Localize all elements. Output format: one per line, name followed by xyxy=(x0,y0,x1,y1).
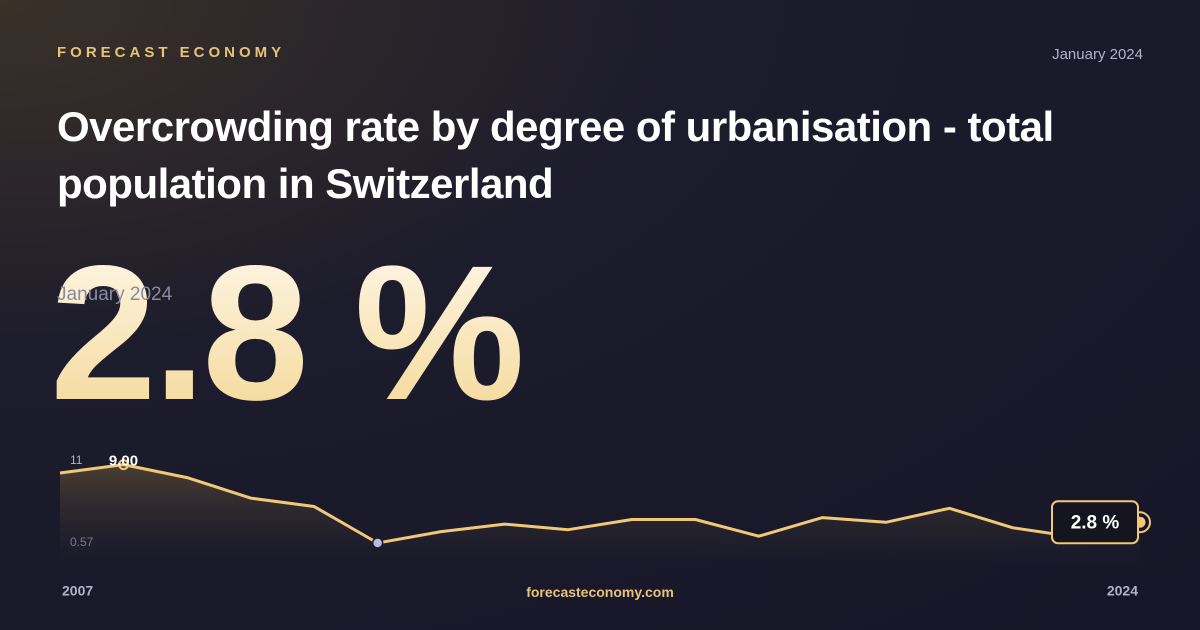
value-label-box xyxy=(1051,500,1139,545)
line xyxy=(59,463,1141,545)
chart-title: Overcrowding rate by degree of urbanisat… xyxy=(57,103,1054,207)
value-label: 2.8 % xyxy=(1071,512,1120,533)
min-point xyxy=(371,537,384,549)
headline-value: 2.8 % xyxy=(50,222,525,443)
date-overlay: January 2024 xyxy=(57,284,173,305)
brand: FORECAST ECONOMY xyxy=(57,44,286,61)
max-point xyxy=(118,459,130,471)
date: January 2024 xyxy=(1052,46,1143,63)
x-tick-label: 2024 xyxy=(1107,583,1138,599)
website: forecasteconomy.com xyxy=(526,584,674,600)
x-tick-label: 2007 xyxy=(62,583,93,599)
area xyxy=(60,464,1140,565)
value-label: 9.00 xyxy=(109,453,138,470)
y-tick-label: 11 xyxy=(70,453,83,467)
